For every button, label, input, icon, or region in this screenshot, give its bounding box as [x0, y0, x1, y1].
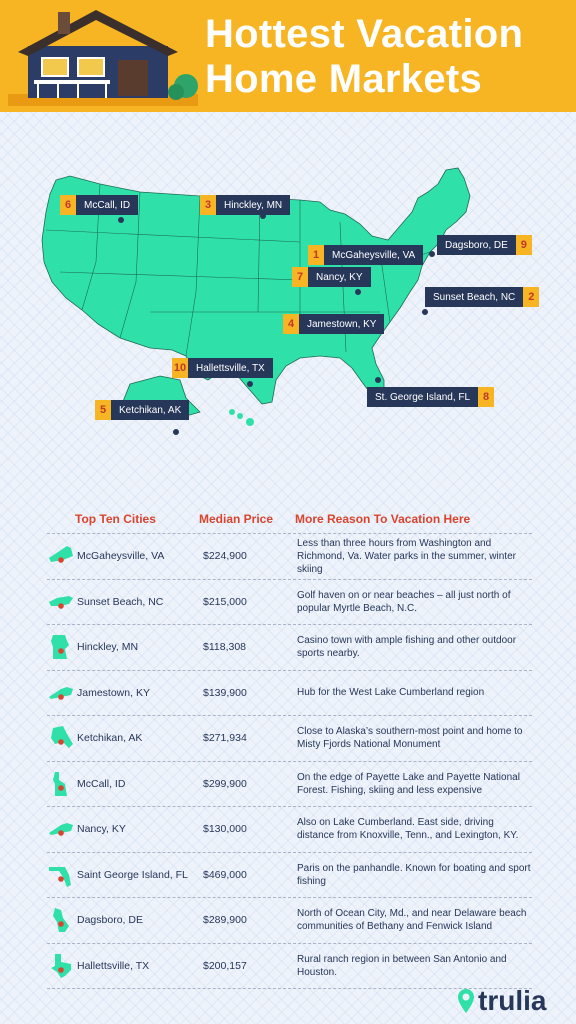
- cities-table: Top Ten Cities Median Price More Reason …: [47, 505, 532, 989]
- header-banner: Hottest Vacation Home Markets: [0, 0, 576, 112]
- north-carolina-icon: [49, 595, 73, 609]
- map-label-ketchikan: 5 Ketchikan, AK: [95, 400, 190, 420]
- map-label-st-george-island: St. George Island, FL 8: [367, 387, 495, 407]
- texas-icon: [51, 953, 71, 978]
- row-price: $224,900: [203, 550, 247, 563]
- map-label-rank: 2: [523, 287, 540, 307]
- logo-text: trulia: [478, 985, 547, 1016]
- col-header-price: Median Price: [199, 512, 274, 526]
- row-price: $139,900: [203, 686, 247, 699]
- row-reason: Paris on the panhandle. Known for boatin…: [297, 862, 531, 887]
- map-label-rank: 10: [172, 358, 188, 378]
- row-reason: Rural ranch region in between San Antoni…: [297, 953, 507, 978]
- table-row: McGaheysville, VA $224,900 Less than three…: [47, 533, 532, 579]
- virginia-icon: [49, 546, 73, 563]
- row-city: Hallettsville, TX: [77, 959, 150, 972]
- map-label-city: St. George Island, FL: [367, 387, 479, 407]
- map-label-rank: 8: [478, 387, 495, 407]
- row-city: Sunset Beach, NC: [77, 595, 164, 608]
- map-label-city: Jamestown, KY: [299, 314, 385, 334]
- map-label-city: Nancy, KY: [308, 267, 371, 287]
- row-city: McCall, ID: [77, 777, 126, 790]
- map-label-rank: 6: [60, 195, 76, 215]
- table-row: Ketchikan, AK $271,934 Close to Alaska’s s…: [47, 715, 532, 761]
- map-label-city: Hallettsville, TX: [188, 358, 273, 378]
- map-label-mcgaheysville: 1 McGaheysville, VA: [308, 245, 424, 265]
- map-label-city: Sunset Beach, NC: [425, 287, 524, 307]
- map-label-hinckley: 3 Hinckley, MN: [200, 195, 291, 215]
- table-header: Top Ten Cities Median Price More Reason …: [47, 505, 532, 533]
- map-label-rank: 9: [515, 235, 532, 255]
- row-reason: Less than three hours from Washington an…: [297, 537, 516, 575]
- row-price: $299,900: [203, 777, 247, 790]
- map-label-sunset-beach: Sunset Beach, NC 2: [425, 287, 540, 307]
- map-label-city: McCall, ID: [76, 195, 139, 215]
- row-city: Nancy, KY: [77, 823, 126, 836]
- map-label-city: Ketchikan, AK: [111, 400, 190, 420]
- hawaii-shape: [229, 409, 254, 426]
- map-label-jamestown: 4 Jamestown, KY: [283, 314, 385, 334]
- row-reason: Golf haven on or near beaches – all just…: [297, 589, 511, 614]
- row-city: Ketchikan, AK: [77, 732, 143, 745]
- row-reason: Casino town with ample fishing and other…: [297, 635, 517, 660]
- map-pins: [118, 213, 435, 435]
- table-row: Hallettsville, TX $200,157 Rural ranch reg…: [47, 942, 532, 989]
- row-price: $118,308: [203, 641, 247, 654]
- map-label-city: Hinckley, MN: [216, 195, 291, 215]
- kentucky-icon: [49, 823, 73, 836]
- table-row: McCall, ID $299,900 On the edge of Payette…: [47, 760, 532, 807]
- map-label-city: McGaheysville, VA: [324, 245, 424, 265]
- trulia-logo: trulia: [458, 985, 546, 1017]
- map-label-dagsboro: Dagsboro, DE 9: [437, 235, 532, 255]
- florida-icon: [49, 866, 71, 887]
- house-illustration-icon: [8, 10, 198, 106]
- table-row: Dagsboro, DE $289,900 North of Ocean City,…: [47, 897, 532, 943]
- page-title: Hottest Vacation Home Markets: [205, 12, 565, 102]
- row-price: $215,000: [203, 595, 247, 608]
- table-row: Sunset Beach, NC $215,000 Golf haven on or…: [47, 578, 532, 625]
- row-reason: On the edge of Payette Lake and Payette …: [297, 771, 520, 796]
- row-reason: Hub for the West Lake Cumberland region: [297, 687, 485, 699]
- row-reason: Close to Alaska’s southern-most point an…: [297, 726, 523, 751]
- row-city: Jamestown, KY: [77, 686, 150, 699]
- col-header-reason: More Reason To Vacation Here: [295, 512, 471, 526]
- col-header-cities: Top Ten Cities: [75, 512, 156, 526]
- row-city: Saint George Island, FL: [77, 868, 188, 881]
- row-price: $469,000: [203, 868, 247, 881]
- row-price: $289,900: [203, 914, 247, 927]
- minnesota-icon: [51, 635, 69, 659]
- map-label-hallettsville: 10 Hallettsville, TX: [172, 358, 273, 378]
- idaho-icon: [53, 771, 67, 796]
- location-pin-icon: [458, 989, 474, 1013]
- map-label-city: Dagsboro, DE: [437, 235, 516, 255]
- map-label-rank: 7: [292, 267, 308, 287]
- delaware-icon: [53, 908, 69, 932]
- row-city: Hinckley, MN: [77, 641, 139, 654]
- row-city: McGaheysville, VA: [77, 550, 165, 563]
- table-row: Nancy, KY $130,000 Also on Lake Cumberland…: [47, 806, 532, 852]
- row-price: $130,000: [203, 823, 247, 836]
- alaska-icon: [51, 726, 73, 748]
- us-mainland-shape: [41, 167, 471, 405]
- row-price: $200,157: [203, 959, 247, 972]
- kentucky-icon: [49, 686, 73, 700]
- map-label-rank: 3: [200, 195, 216, 215]
- table-row: Hinckley, MN $118,308 Casino town with amp…: [47, 624, 532, 670]
- row-reason: Also on Lake Cumberland. East side, driv…: [297, 817, 519, 842]
- row-city: Dagsboro, DE: [77, 914, 143, 927]
- map-label-nancy: 7 Nancy, KY: [292, 267, 371, 287]
- row-price: $271,934: [203, 732, 247, 745]
- map-label-mccall: 6 McCall, ID: [60, 195, 139, 215]
- title-line-2: Home Markets: [205, 57, 483, 101]
- map-label-rank: 1: [308, 245, 324, 265]
- map-label-rank: 5: [95, 400, 111, 420]
- table-row: Saint George Island, FL $469,000 Paris on …: [47, 851, 532, 898]
- map-label-rank: 4: [283, 314, 299, 334]
- title-line-1: Hottest Vacation: [205, 12, 524, 56]
- row-reason: North of Ocean City, Md., and near Delaw…: [297, 908, 527, 933]
- table-row: Jamestown, KY $139,900 Hub for the West La…: [47, 669, 532, 716]
